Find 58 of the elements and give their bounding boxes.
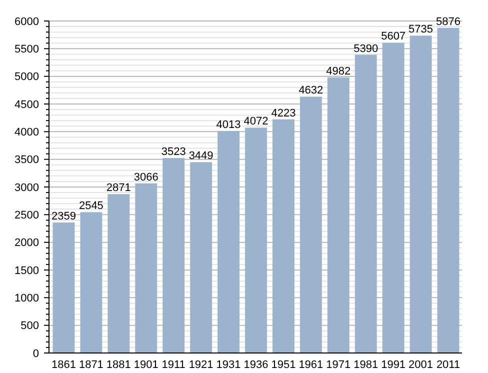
x-tick-label: 1901 (134, 359, 158, 371)
bar (354, 54, 377, 353)
x-tick-label: 1931 (216, 359, 241, 371)
data-label: 3449 (188, 150, 214, 162)
x-tick-label: 1981 (354, 359, 378, 371)
x-tick-label: 2001 (408, 359, 434, 371)
y-tick-label: 2500 (14, 210, 39, 222)
x-tick-label: 1881 (106, 359, 131, 371)
x-tick-label: 1871 (78, 359, 104, 371)
y-tick-label: 3000 (14, 182, 39, 194)
data-label: 5876 (436, 16, 461, 28)
x-tick-label: 1936 (244, 359, 268, 371)
data-label: 4072 (244, 116, 268, 128)
y-tick-label: 4000 (14, 126, 39, 139)
data-label: 4223 (271, 107, 296, 120)
bar (410, 36, 432, 353)
bar (382, 42, 404, 353)
bar (80, 212, 102, 353)
y-tick-label: 3500 (14, 154, 39, 166)
y-tick-label: 5500 (14, 44, 39, 56)
y-tick-label: 2000 (14, 237, 39, 250)
data-label: 3066 (134, 171, 158, 184)
bar (327, 77, 350, 353)
bar (245, 128, 267, 353)
x-tick-label: 1911 (162, 359, 186, 371)
y-tick-label: 1500 (14, 264, 39, 277)
y-tick-label: 5000 (14, 71, 39, 84)
data-label: 4982 (326, 65, 351, 78)
data-label: 2871 (106, 182, 131, 194)
x-tick-label: 1961 (298, 359, 324, 371)
bar (190, 162, 212, 353)
bar (52, 222, 75, 353)
bar (135, 183, 158, 353)
y-tick-label: 1000 (14, 292, 39, 305)
x-tick-label: 1951 (271, 359, 296, 371)
x-tick-label: 1971 (326, 359, 351, 371)
y-tick-label: 4500 (14, 98, 39, 111)
y-tick-label: 6000 (14, 16, 39, 28)
data-label: 4013 (216, 118, 241, 131)
data-label: 5735 (408, 24, 434, 36)
bar (300, 96, 322, 353)
x-tick-label: 2011 (436, 359, 460, 371)
x-tick-label: 1991 (381, 359, 406, 371)
bar (437, 28, 460, 353)
bar (108, 194, 130, 353)
bar (272, 119, 294, 353)
data-label: 2545 (78, 200, 104, 212)
x-tick-label: 1861 (51, 359, 76, 371)
data-label: 5390 (354, 42, 378, 55)
data-label: 2359 (51, 210, 76, 222)
bar (218, 130, 240, 353)
y-tick-label: 0 (32, 348, 39, 360)
data-label: 5607 (381, 30, 406, 43)
y-tick-label: 500 (20, 320, 39, 332)
data-label: 4632 (298, 84, 324, 97)
bar (162, 158, 185, 353)
x-tick-label: 1921 (188, 359, 214, 371)
data-label: 3523 (161, 146, 186, 158)
